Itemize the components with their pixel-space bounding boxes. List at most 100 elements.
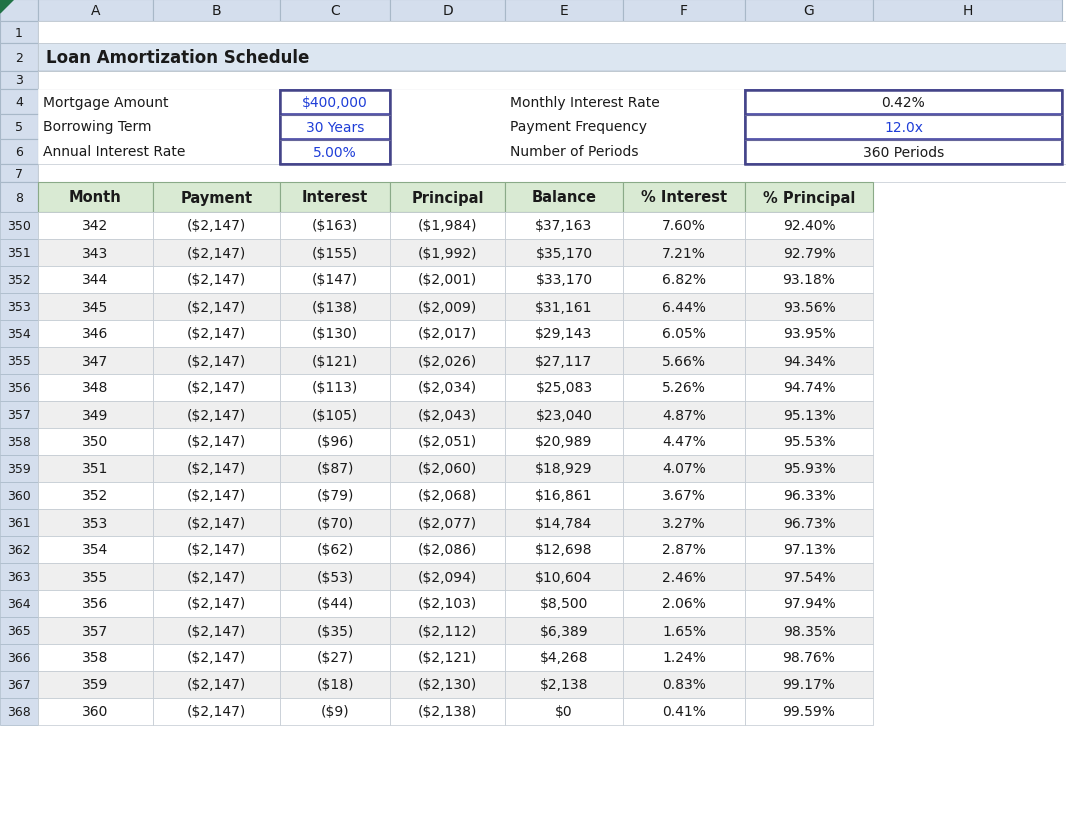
Text: 360 Periods: 360 Periods <box>862 145 944 160</box>
Bar <box>505 321 623 348</box>
Text: 351: 351 <box>7 247 31 260</box>
Text: ($2,147): ($2,147) <box>187 489 246 503</box>
Text: Interest: Interest <box>302 191 368 206</box>
Bar <box>745 91 1062 165</box>
Bar <box>505 590 623 617</box>
Bar <box>280 537 390 563</box>
Bar <box>38 617 154 645</box>
Bar <box>38 165 1066 183</box>
Text: ($70): ($70) <box>317 516 354 530</box>
Text: ($53): ($53) <box>317 570 354 584</box>
Text: 363: 363 <box>7 570 31 584</box>
Bar <box>505 645 623 671</box>
Text: ($2,112): ($2,112) <box>418 624 478 638</box>
Bar <box>154 617 280 645</box>
Bar <box>390 456 505 482</box>
Text: Monthly Interest Rate: Monthly Interest Rate <box>510 95 660 110</box>
Bar <box>0 645 38 671</box>
Bar <box>745 456 873 482</box>
Text: 99.17%: 99.17% <box>782 678 836 691</box>
Bar <box>0 563 38 590</box>
Text: 354: 354 <box>7 328 31 340</box>
Text: $12,698: $12,698 <box>535 543 593 557</box>
Text: 5: 5 <box>15 121 23 134</box>
Bar <box>623 429 745 456</box>
Text: ($2,121): ($2,121) <box>418 650 478 665</box>
Text: 95.53%: 95.53% <box>782 435 836 449</box>
Text: ($2,147): ($2,147) <box>187 650 246 665</box>
Bar <box>0 456 38 482</box>
Text: ($2,147): ($2,147) <box>187 624 246 638</box>
Text: 362: 362 <box>7 543 31 556</box>
Bar <box>505 240 623 267</box>
Text: 7: 7 <box>15 167 23 181</box>
Text: ($2,147): ($2,147) <box>187 462 246 476</box>
Bar <box>745 401 873 429</box>
Text: $6,389: $6,389 <box>539 624 588 638</box>
Text: 345: 345 <box>82 300 109 314</box>
Text: $31,161: $31,161 <box>535 300 593 314</box>
Bar <box>0 698 38 725</box>
Bar <box>38 401 154 429</box>
Bar <box>505 563 623 590</box>
Bar <box>154 671 280 698</box>
Bar <box>0 537 38 563</box>
Bar <box>0 321 38 348</box>
Bar <box>745 645 873 671</box>
Text: 6.44%: 6.44% <box>662 300 706 314</box>
Bar <box>623 645 745 671</box>
Text: 5.00%: 5.00% <box>313 145 357 160</box>
Bar <box>390 183 505 212</box>
Text: 6.82%: 6.82% <box>662 273 706 287</box>
Bar <box>154 429 280 456</box>
Bar <box>623 671 745 698</box>
Bar <box>745 183 873 212</box>
Text: E: E <box>560 4 568 18</box>
Text: $35,170: $35,170 <box>535 247 593 260</box>
Bar <box>0 72 38 90</box>
Bar <box>623 482 745 509</box>
Bar <box>745 0 873 22</box>
Text: ($2,068): ($2,068) <box>418 489 478 503</box>
Bar <box>154 456 280 482</box>
Text: ($2,147): ($2,147) <box>187 597 246 611</box>
Text: 3: 3 <box>15 74 23 88</box>
Text: 361: 361 <box>7 517 31 529</box>
Bar <box>38 22 1066 44</box>
Text: 12.0x: 12.0x <box>884 121 923 135</box>
Bar <box>38 212 154 240</box>
Text: 99.59%: 99.59% <box>782 705 836 719</box>
Text: 96.33%: 96.33% <box>782 489 836 503</box>
Bar <box>38 563 154 590</box>
Bar <box>745 212 873 240</box>
Bar <box>505 183 623 212</box>
Bar <box>38 671 154 698</box>
Text: Mortgage Amount: Mortgage Amount <box>43 95 168 110</box>
Text: Payment: Payment <box>180 191 253 206</box>
Text: ($9): ($9) <box>321 705 350 719</box>
Bar <box>154 482 280 509</box>
Bar <box>280 140 390 165</box>
Text: $25,083: $25,083 <box>535 381 593 395</box>
Text: 365: 365 <box>7 624 31 637</box>
Text: ($2,086): ($2,086) <box>418 543 478 557</box>
Bar <box>505 0 623 22</box>
Bar <box>38 429 154 456</box>
Text: 5.26%: 5.26% <box>662 381 706 395</box>
Bar <box>745 140 1062 165</box>
Bar <box>390 375 505 401</box>
Text: ($2,051): ($2,051) <box>418 435 478 449</box>
Bar <box>745 482 873 509</box>
Bar <box>0 375 38 401</box>
Bar <box>0 90 38 115</box>
Text: Number of Periods: Number of Periods <box>510 145 639 160</box>
Text: ($1,992): ($1,992) <box>418 247 478 260</box>
Text: 1.24%: 1.24% <box>662 650 706 665</box>
Bar <box>0 0 38 22</box>
Text: 348: 348 <box>82 381 109 395</box>
Text: $4,268: $4,268 <box>539 650 588 665</box>
Text: F: F <box>680 4 688 18</box>
Text: 360: 360 <box>7 489 31 502</box>
Bar <box>623 375 745 401</box>
Bar <box>745 267 873 293</box>
